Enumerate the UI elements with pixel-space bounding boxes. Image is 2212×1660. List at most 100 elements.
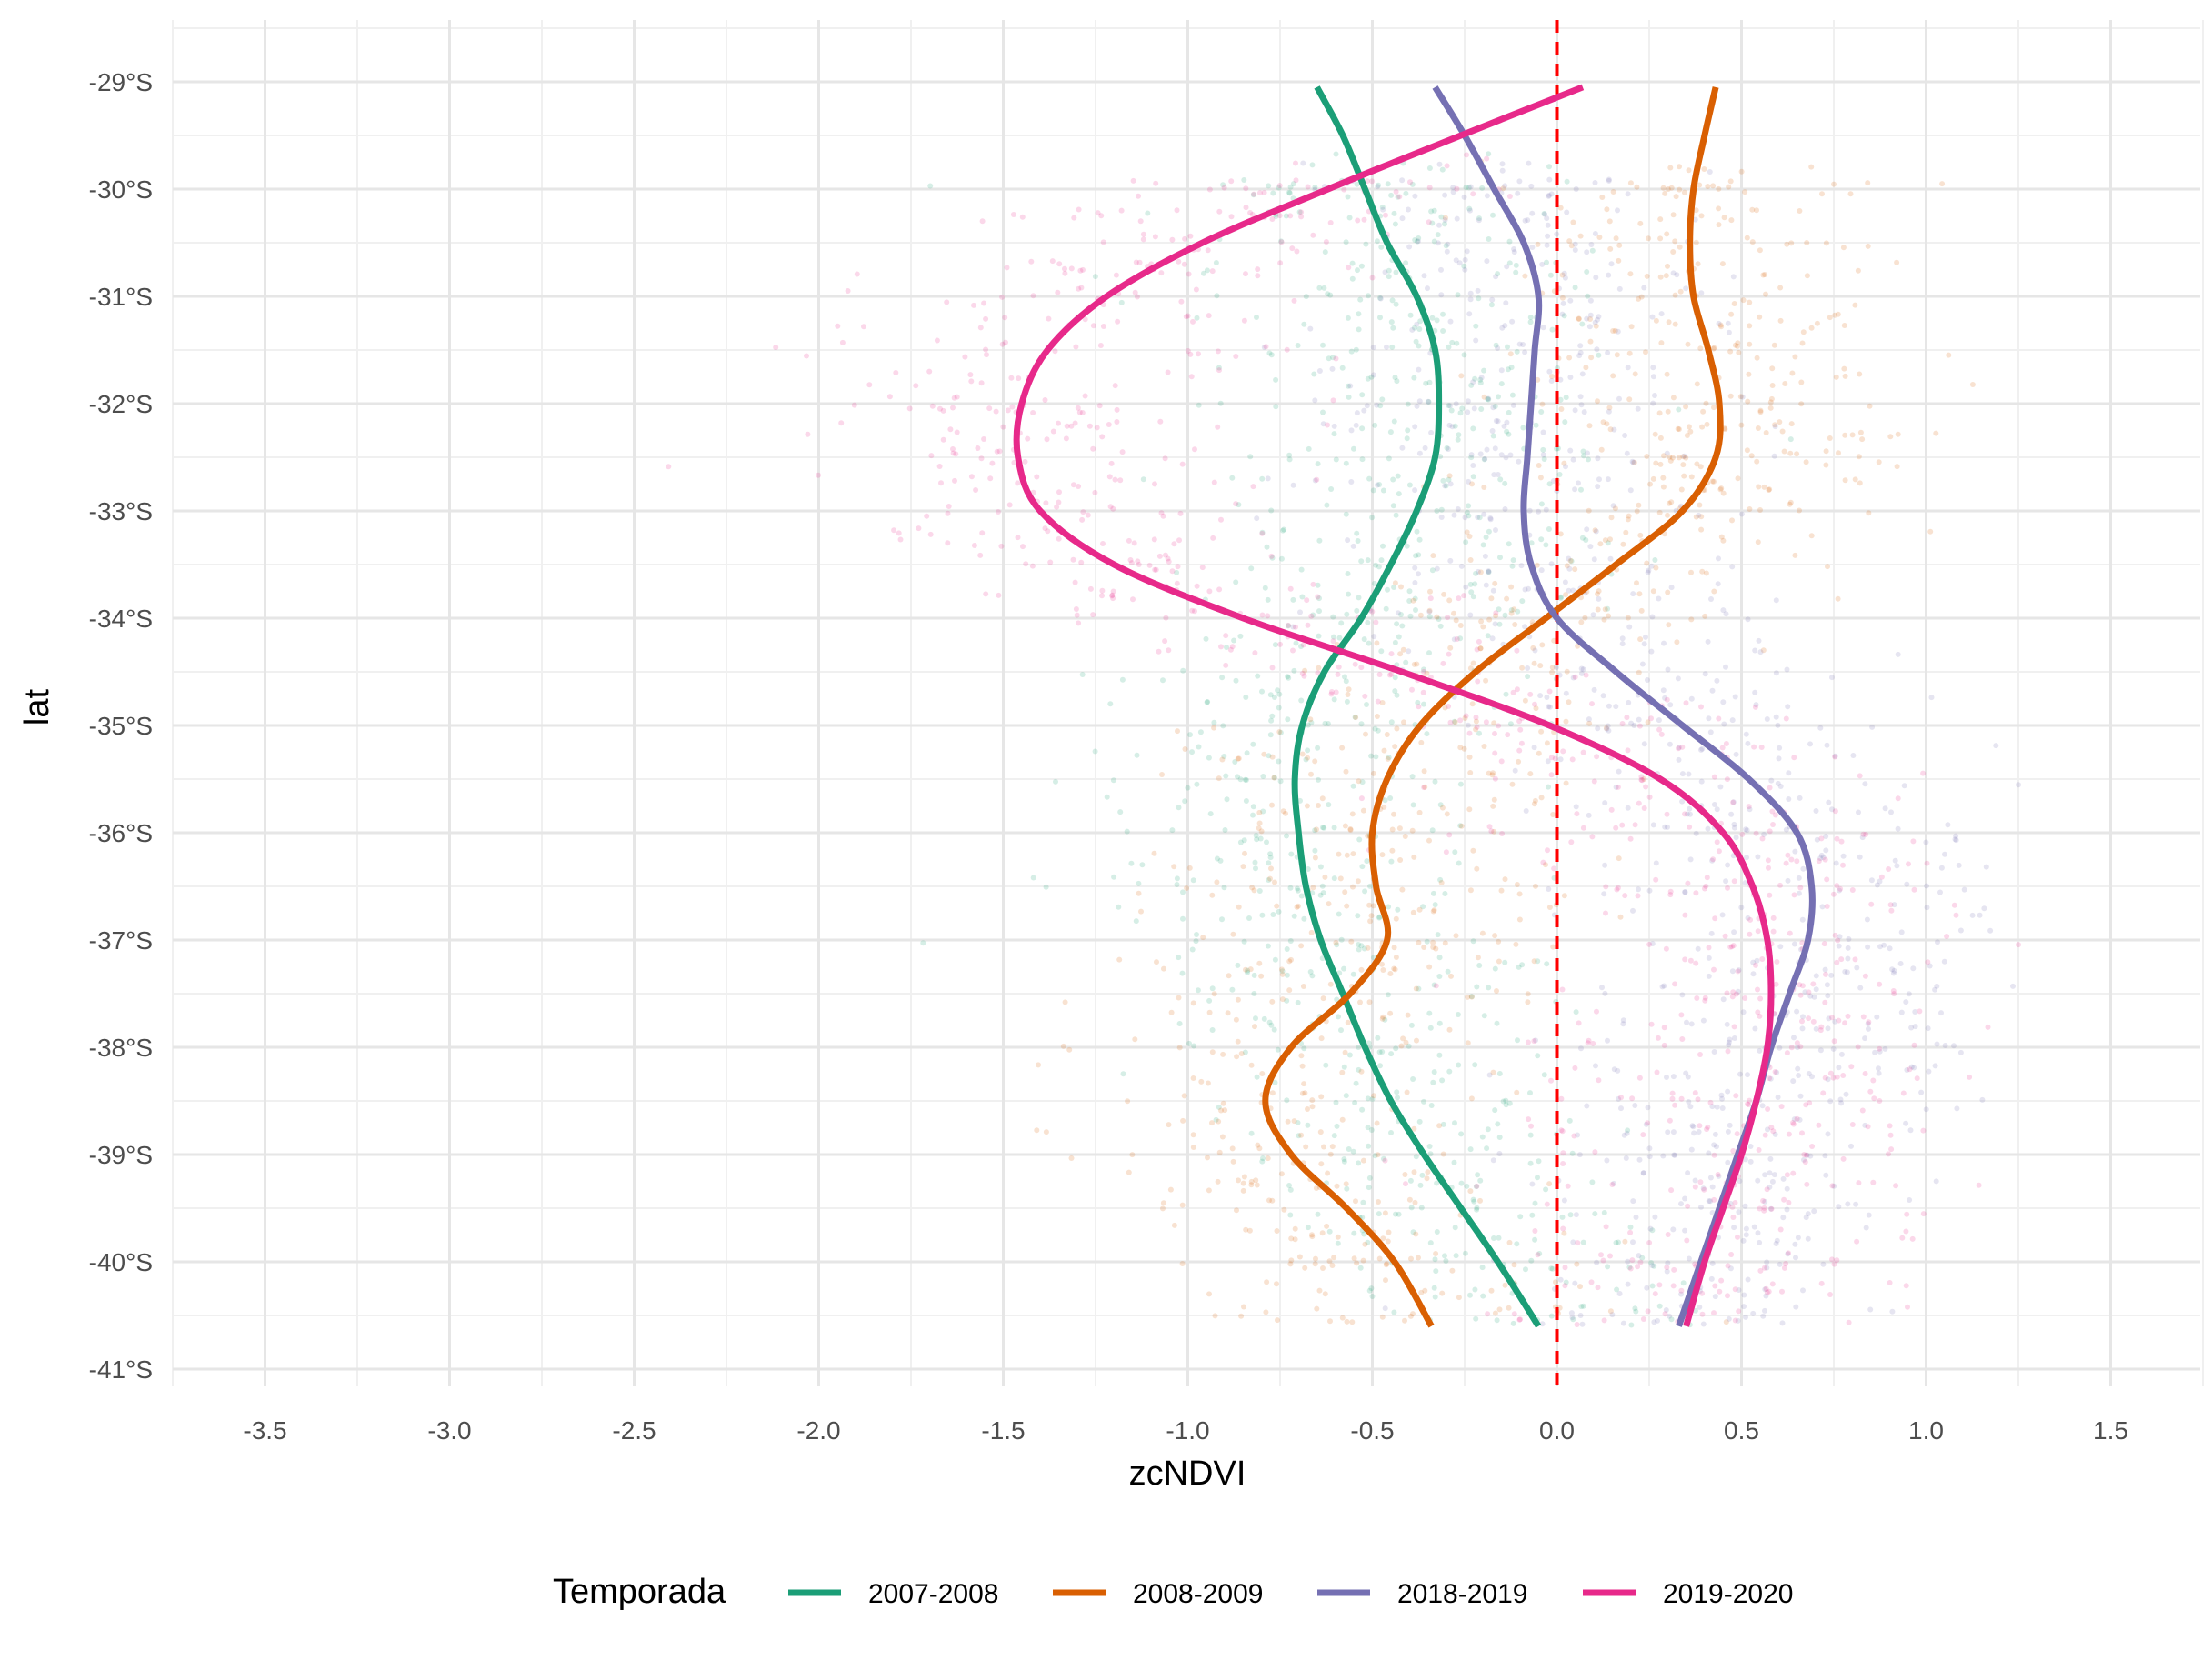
data-point bbox=[1596, 588, 1602, 595]
data-point bbox=[1565, 1183, 1571, 1189]
data-point bbox=[1920, 770, 1927, 776]
data-point bbox=[1736, 1209, 1742, 1215]
points-2018-2019 bbox=[1254, 160, 2021, 1327]
data-point bbox=[1613, 784, 1619, 790]
x-tick-label: 1.0 bbox=[1908, 1416, 1944, 1445]
data-point bbox=[1747, 341, 1753, 347]
data-point bbox=[1062, 270, 1068, 276]
data-point bbox=[1316, 595, 1322, 602]
data-point bbox=[1505, 366, 1511, 373]
data-point bbox=[1271, 695, 1277, 700]
data-point bbox=[1363, 241, 1369, 247]
data-point bbox=[1627, 487, 1634, 494]
data-point bbox=[1744, 827, 1750, 834]
data-point bbox=[1330, 397, 1336, 404]
data-point bbox=[1329, 1263, 1336, 1268]
data-point bbox=[1566, 587, 1572, 594]
data-point bbox=[1442, 940, 1448, 946]
data-point bbox=[1452, 423, 1458, 429]
data-point bbox=[1477, 645, 1484, 652]
data-point bbox=[1077, 267, 1084, 274]
data-point bbox=[1920, 1211, 1927, 1217]
data-point bbox=[1128, 860, 1135, 866]
data-point bbox=[1450, 189, 1456, 195]
data-point bbox=[1496, 1235, 1502, 1241]
data-point bbox=[1775, 722, 1781, 728]
data-point bbox=[1708, 930, 1715, 936]
data-point bbox=[1265, 1155, 1271, 1162]
data-point bbox=[1908, 1025, 1915, 1031]
data-point bbox=[1482, 455, 1488, 462]
data-point bbox=[1564, 209, 1570, 215]
data-point bbox=[1349, 260, 1356, 266]
data-point bbox=[1624, 1130, 1630, 1136]
data-point bbox=[1685, 341, 1691, 347]
data-point bbox=[1760, 647, 1767, 654]
data-point bbox=[1402, 1172, 1408, 1177]
data-point bbox=[1827, 435, 1833, 441]
data-point bbox=[1339, 1315, 1346, 1321]
data-point bbox=[1220, 182, 1226, 188]
data-point bbox=[1621, 1132, 1627, 1138]
data-point bbox=[1000, 424, 1006, 430]
data-point bbox=[1599, 195, 1606, 200]
data-point bbox=[1352, 661, 1358, 667]
data-point bbox=[1718, 534, 1725, 540]
data-point bbox=[1301, 1081, 1307, 1087]
data-point bbox=[1496, 606, 1502, 613]
data-point bbox=[1600, 1257, 1606, 1264]
data-point bbox=[1233, 579, 1239, 585]
data-point bbox=[1224, 645, 1229, 650]
data-point bbox=[1612, 327, 1618, 334]
data-point bbox=[1682, 1195, 1688, 1202]
data-point bbox=[1688, 1021, 1695, 1027]
data-point bbox=[926, 368, 933, 375]
data-point bbox=[1350, 884, 1356, 890]
data-point bbox=[1649, 1263, 1656, 1269]
data-point bbox=[1698, 746, 1704, 753]
data-point bbox=[1136, 562, 1142, 567]
data-point bbox=[1248, 1182, 1255, 1188]
data-point bbox=[1466, 478, 1472, 485]
data-point bbox=[1370, 345, 1376, 351]
data-point bbox=[1496, 394, 1501, 400]
data-point bbox=[1250, 192, 1256, 198]
data-point bbox=[1605, 1037, 1610, 1044]
data-point bbox=[1728, 311, 1735, 317]
data-point bbox=[1543, 542, 1549, 548]
data-point bbox=[1046, 315, 1052, 322]
data-point bbox=[1711, 802, 1717, 807]
data-point bbox=[1425, 285, 1430, 292]
data-point bbox=[1288, 1235, 1295, 1242]
data-point bbox=[1426, 608, 1433, 615]
data-point bbox=[1400, 646, 1406, 653]
data-point bbox=[1303, 756, 1309, 763]
data-point bbox=[1703, 400, 1709, 406]
data-point bbox=[1732, 694, 1738, 700]
data-point bbox=[1312, 397, 1318, 404]
data-point bbox=[1308, 613, 1315, 619]
data-point bbox=[1763, 291, 1768, 297]
data-point bbox=[1436, 222, 1442, 228]
data-point bbox=[1078, 285, 1085, 291]
data-point bbox=[1548, 1077, 1554, 1084]
data-point bbox=[1454, 340, 1460, 346]
data-point bbox=[1392, 688, 1398, 695]
data-point bbox=[1308, 929, 1315, 935]
data-point bbox=[1566, 238, 1573, 245]
data-point bbox=[1398, 1043, 1405, 1049]
data-point bbox=[1650, 822, 1656, 828]
data-point bbox=[1236, 502, 1242, 508]
data-point bbox=[1316, 633, 1322, 639]
data-point bbox=[1937, 889, 1943, 895]
data-point bbox=[1467, 665, 1474, 672]
data-point bbox=[1718, 324, 1725, 330]
data-point bbox=[1185, 313, 1191, 319]
data-point bbox=[1216, 208, 1223, 215]
data-point bbox=[1385, 755, 1391, 762]
data-point bbox=[1793, 1255, 1798, 1261]
data-point bbox=[1287, 184, 1294, 190]
data-point bbox=[1341, 186, 1347, 193]
data-point bbox=[1768, 777, 1775, 784]
data-point bbox=[1727, 944, 1734, 950]
